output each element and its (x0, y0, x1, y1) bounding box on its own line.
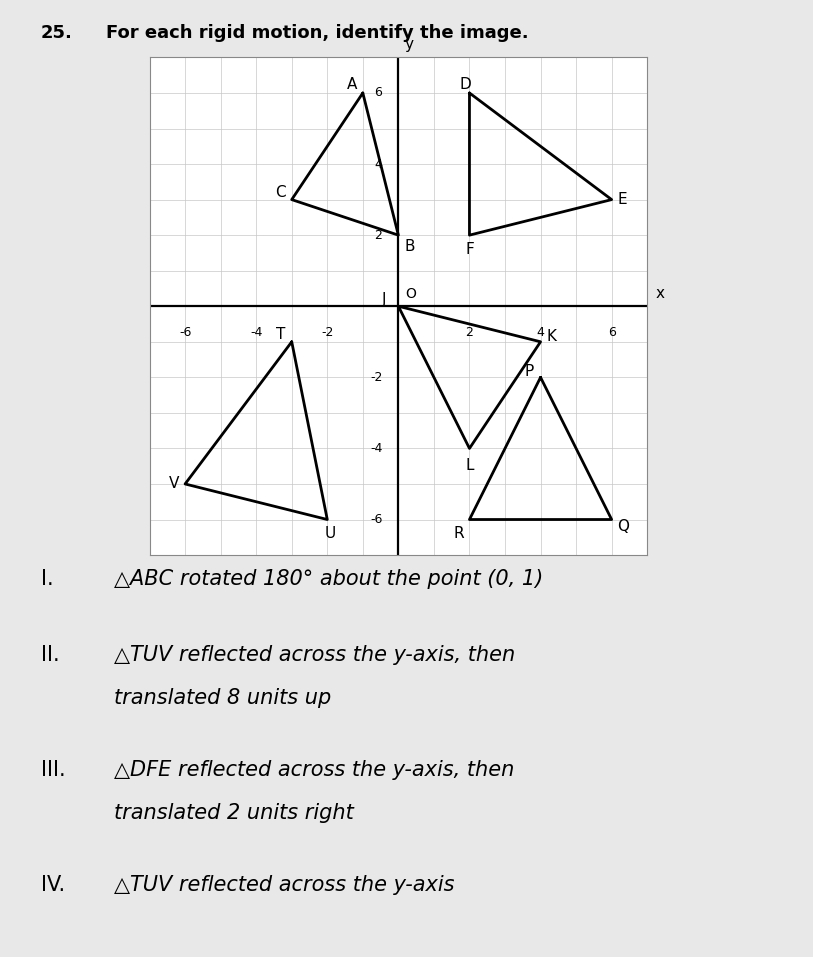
Text: y: y (405, 37, 414, 53)
Text: III.: III. (41, 760, 65, 780)
Text: II.: II. (41, 645, 59, 665)
Text: P: P (525, 365, 534, 379)
Text: 25.: 25. (41, 24, 72, 42)
Text: A: A (346, 78, 357, 92)
Text: 4: 4 (375, 158, 382, 170)
Text: For each rigid motion, identify the image.: For each rigid motion, identify the imag… (106, 24, 528, 42)
Text: -2: -2 (321, 325, 333, 339)
Text: -6: -6 (370, 513, 382, 526)
Text: U: U (324, 526, 336, 541)
Text: T: T (276, 327, 285, 343)
Text: 2: 2 (375, 229, 382, 242)
Text: I.: I. (41, 568, 54, 589)
Text: O: O (406, 287, 416, 300)
Text: K: K (546, 329, 557, 344)
Text: D: D (459, 78, 472, 92)
Text: -4: -4 (250, 325, 263, 339)
Text: 6: 6 (375, 86, 382, 100)
Text: 4: 4 (537, 325, 545, 339)
Text: △TUV reflected across the y-axis, then: △TUV reflected across the y-axis, then (114, 645, 515, 665)
Text: -4: -4 (370, 442, 382, 455)
Text: x: x (655, 286, 664, 301)
Text: △TUV reflected across the y-axis: △TUV reflected across the y-axis (114, 875, 454, 895)
Text: △ABC rotated 180° about the point (0, 1): △ABC rotated 180° about the point (0, 1) (114, 568, 543, 589)
Text: 6: 6 (607, 325, 615, 339)
Text: IV.: IV. (41, 875, 65, 895)
Text: V: V (169, 477, 179, 492)
Text: L: L (465, 457, 474, 473)
Text: -2: -2 (370, 370, 382, 384)
Text: E: E (618, 192, 628, 207)
Text: B: B (404, 238, 415, 254)
Text: 2: 2 (466, 325, 473, 339)
Text: -6: -6 (179, 325, 191, 339)
Text: R: R (453, 526, 463, 541)
Text: J: J (382, 292, 387, 307)
Text: translated 2 units right: translated 2 units right (114, 803, 354, 823)
Text: translated 8 units up: translated 8 units up (114, 688, 331, 708)
Text: Q: Q (617, 519, 628, 534)
Text: F: F (465, 241, 474, 256)
Text: C: C (276, 185, 286, 200)
Text: △DFE reflected across the y-axis, then: △DFE reflected across the y-axis, then (114, 760, 514, 780)
